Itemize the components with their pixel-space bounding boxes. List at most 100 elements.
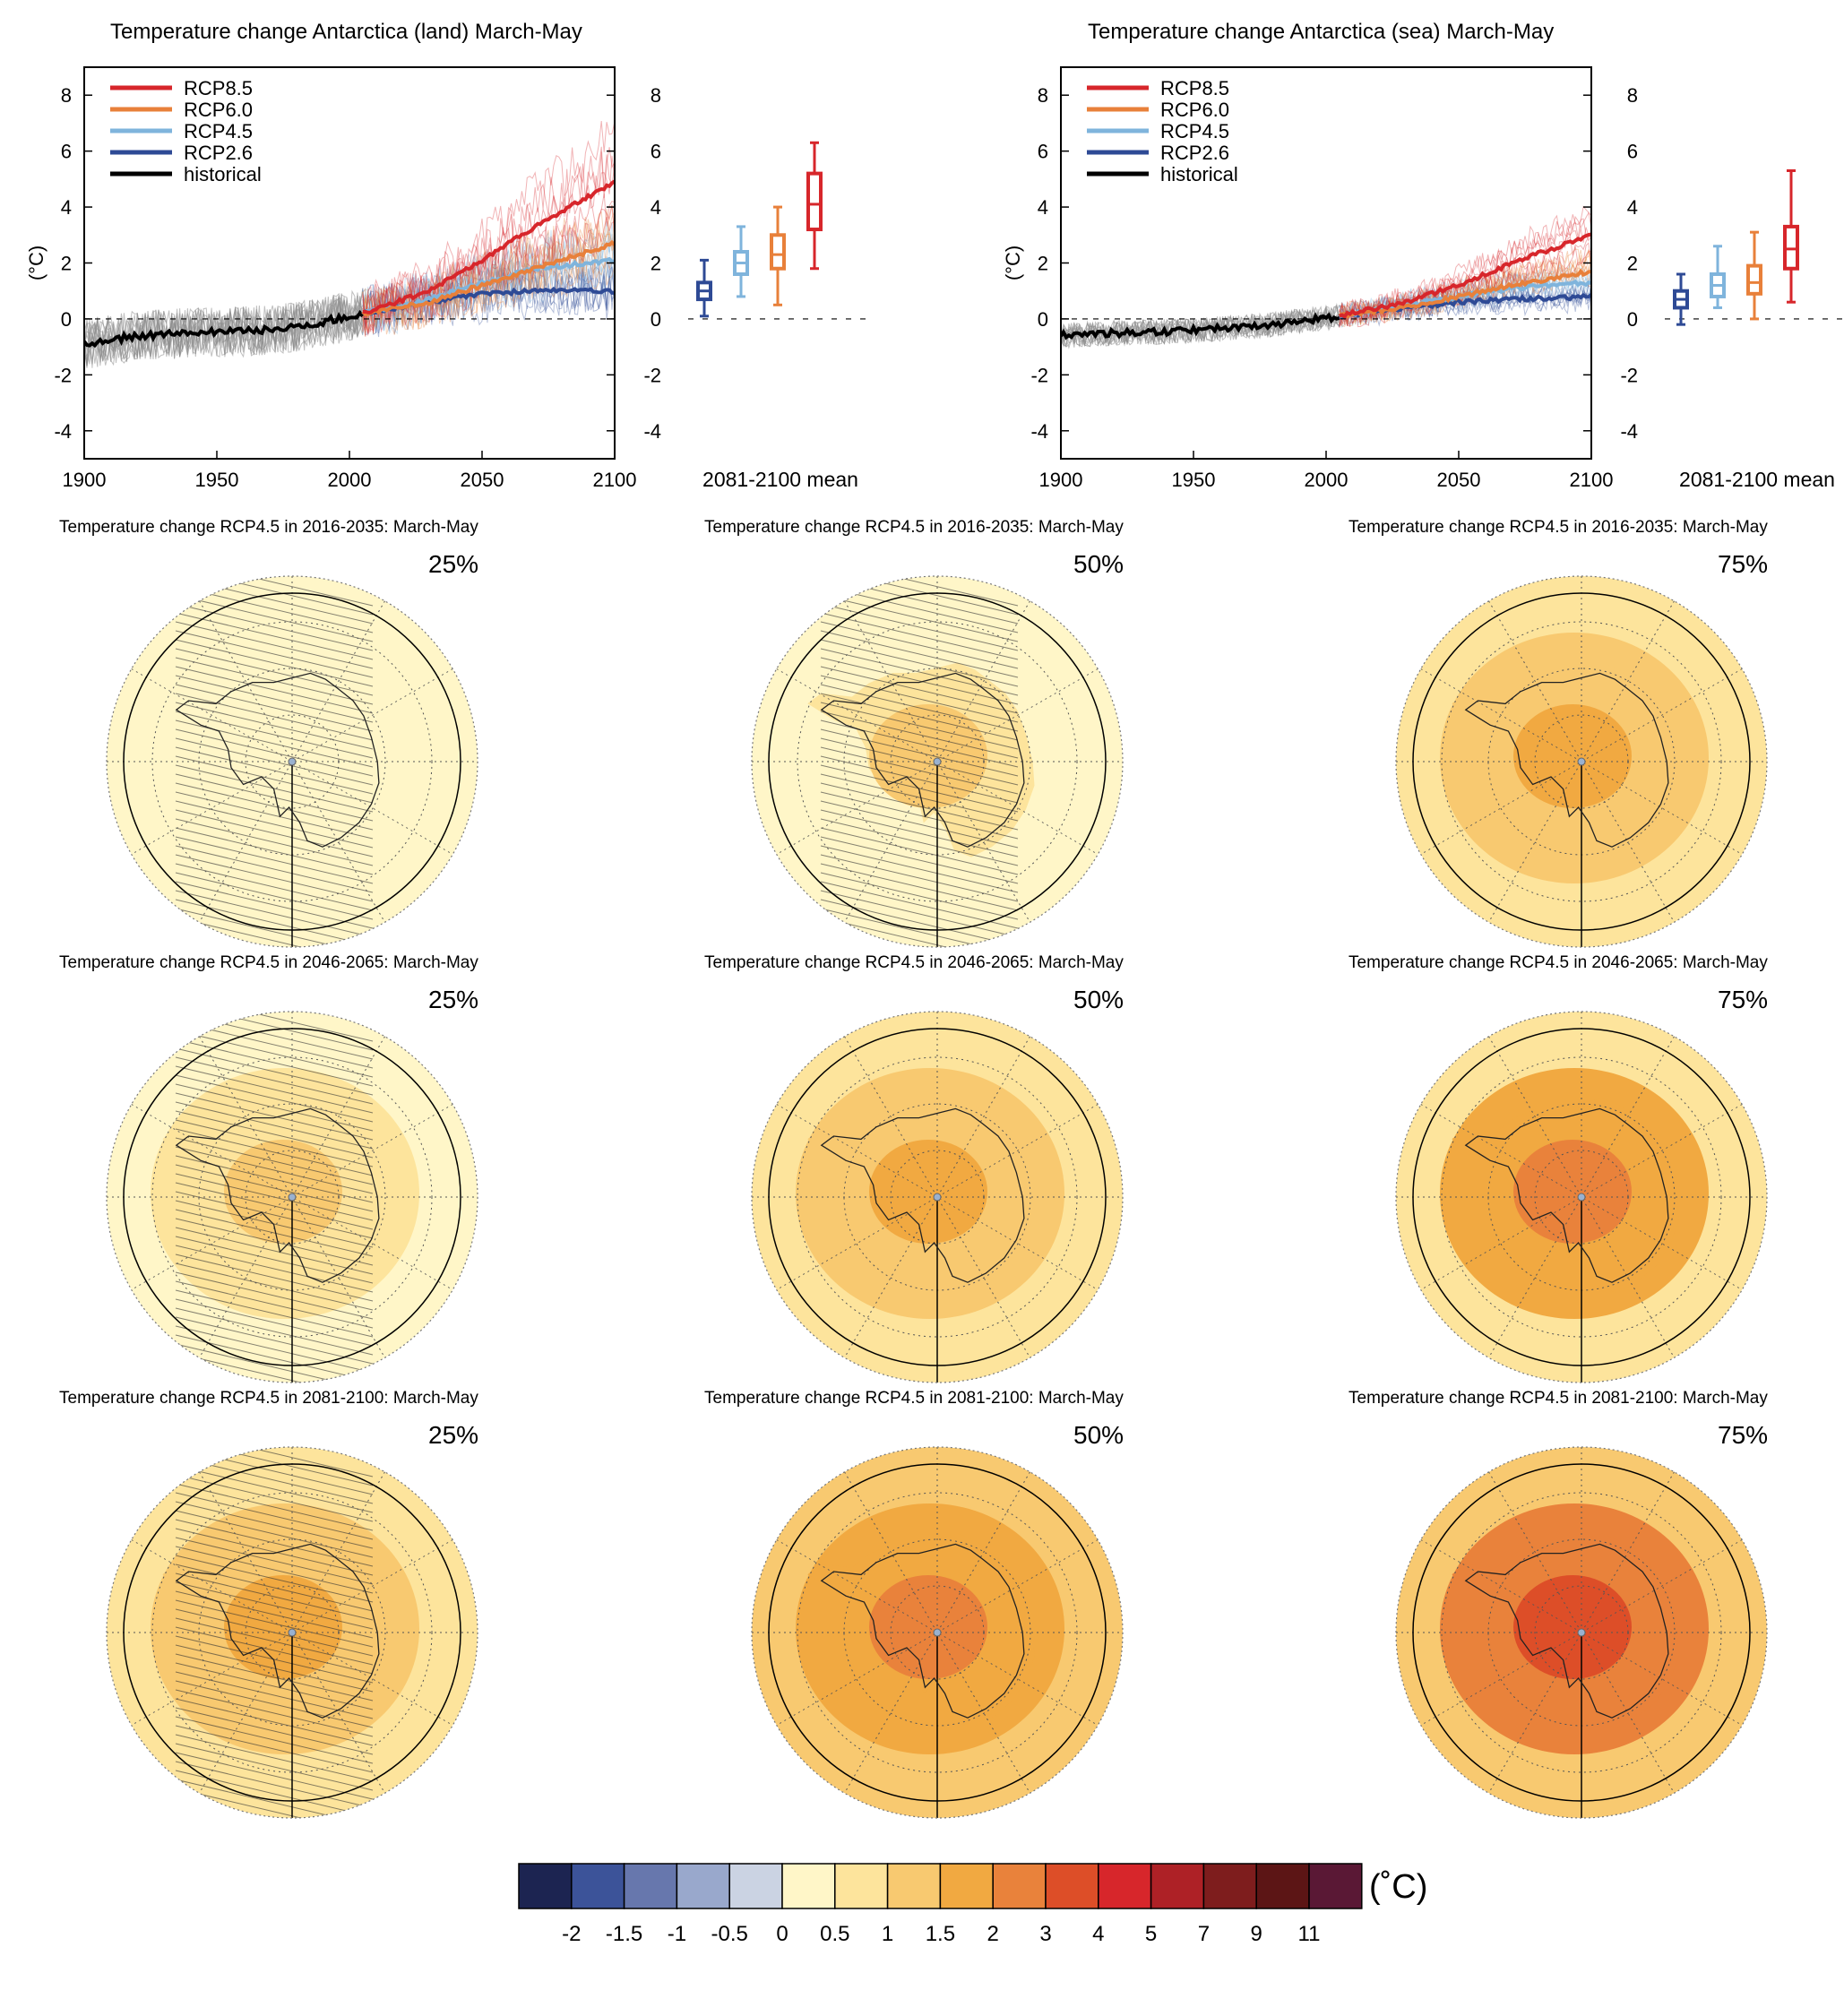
colorbar-swatch — [1308, 1863, 1363, 1909]
map-percentile: 50% — [1073, 986, 1124, 1013]
hatch-line — [175, 1626, 374, 1675]
map-outer-border — [1395, 1446, 1768, 1819]
colorbar-swatch — [1098, 1863, 1152, 1909]
hatch-line — [175, 881, 374, 929]
hatch-line — [820, 818, 1019, 866]
hatch-line — [175, 621, 374, 669]
latitude-circle — [797, 621, 1078, 902]
colorbar-swatch — [623, 1863, 678, 1909]
map-title: Temperature change RCP4.5 in 2046-2065: … — [59, 953, 478, 972]
map-percentile: 25% — [428, 986, 479, 1013]
hatch-line — [175, 746, 374, 795]
projection-ensemble-line — [362, 241, 615, 335]
hatch-line — [820, 755, 1019, 804]
y-tick-label-left: 0 — [1038, 308, 1048, 331]
hatch-line — [175, 890, 374, 938]
y-tick-label-left: 8 — [61, 84, 72, 107]
hatch-line — [175, 1209, 374, 1257]
x-tick-label: 1900 — [1039, 469, 1083, 491]
hatch-line — [175, 1528, 374, 1576]
legend-label: RCP6.0 — [1160, 99, 1229, 121]
south-pole-marker — [933, 1628, 942, 1637]
hatch-line — [175, 630, 374, 678]
hatch-line — [175, 1182, 374, 1230]
hatch-line — [175, 711, 374, 759]
map-percentile: 25% — [428, 1421, 479, 1449]
hatch-line — [175, 1572, 374, 1621]
hatch-line — [820, 639, 1019, 687]
map-percentile: 50% — [1073, 1421, 1124, 1449]
hatch-line — [175, 1564, 374, 1612]
y-tick-label-right: 2 — [1627, 253, 1638, 275]
legend-label: RCP2.6 — [1160, 142, 1229, 164]
hatch-line — [820, 908, 1019, 947]
polar-map — [751, 1446, 1124, 1819]
map-panel-2046-75: Temperature change RCP4.5 in 2046-2065: … — [1349, 953, 1844, 1383]
legend-label: RCP4.5 — [1160, 120, 1229, 142]
hatch-line — [175, 693, 374, 741]
hatch-line — [175, 1030, 374, 1078]
colorbar: -2 -1.5 -1 -0.5 0 0.5 1 1.5 2 3 4 5 7 9 11 — [518, 1863, 1363, 1946]
hatch-line — [820, 881, 1019, 929]
projection-ensemble-line — [362, 261, 615, 333]
legend-label: RCP4.5 — [184, 120, 253, 142]
hatch-line — [175, 845, 374, 893]
historical-ensemble-line — [1061, 309, 1340, 348]
legend-label: RCP6.0 — [184, 99, 253, 121]
colorbar-swatch — [1045, 1863, 1099, 1909]
hatch-line — [175, 818, 374, 866]
colorbar-swatch — [939, 1863, 994, 1909]
map-outer-border — [106, 1011, 478, 1383]
timeseries-sea-chart: 8 8 6 6 4 4 2 2 0 0 -2 -2 -4 -4 1900 1950 2000 2050 2100 (°… — [1002, 66, 1844, 491]
hatch-line — [175, 1501, 374, 1549]
hatch-line — [175, 1752, 374, 1800]
hatch-line — [175, 1218, 374, 1266]
boxplot-rcp85 — [806, 141, 823, 271]
box-body — [1746, 263, 1762, 296]
legend-label: historical — [1160, 163, 1238, 185]
boxplot-rcp26 — [696, 258, 712, 318]
y-tick-label-right: 4 — [1627, 196, 1638, 219]
hatch-line — [820, 657, 1019, 705]
hatch-line — [175, 1146, 374, 1194]
timeseries-land-panel: Temperature change Antarctica (land) Mar… — [0, 0, 914, 511]
hatch-line — [175, 1164, 374, 1212]
antarctica-coastline — [820, 672, 1025, 848]
hatch-line — [175, 1325, 374, 1374]
box-label: 2081-2100 mean — [1679, 468, 1835, 491]
hatch-line — [175, 594, 374, 642]
box-body — [806, 171, 823, 232]
map-title: Temperature change RCP4.5 in 2081-2100: … — [1349, 1389, 1768, 1408]
y-tick-label-left: -2 — [54, 364, 72, 386]
boxplot-rcp45 — [733, 225, 749, 298]
hatch-line — [820, 576, 1019, 616]
legend-label: RCP8.5 — [184, 77, 253, 99]
hatch-line — [820, 675, 1019, 723]
x-tick-label: 1900 — [63, 469, 107, 491]
map-panel-2081-50: Temperature change RCP4.5 in 2081-2100: … — [704, 1389, 1296, 1819]
hatch-line — [175, 1316, 374, 1365]
hatch-line — [175, 1546, 374, 1594]
y-tick-label-right: 4 — [651, 196, 661, 219]
hatch-line — [175, 1555, 374, 1603]
hatch-line — [175, 1110, 374, 1159]
hatch-line — [175, 908, 374, 947]
hatch-line — [175, 675, 374, 723]
hatch-line — [175, 1074, 374, 1123]
hatch-line — [820, 764, 1019, 813]
hatch-line — [175, 1012, 374, 1042]
latitude-circle — [797, 1056, 1078, 1338]
colorbar-tick-label: 0.5 — [820, 1922, 849, 1946]
hatch-line — [175, 1510, 374, 1558]
hatch-line — [175, 1262, 374, 1311]
hatch-line — [175, 1083, 374, 1132]
hatch-line — [820, 711, 1019, 759]
hatch-line — [175, 1254, 374, 1302]
hatch-line — [175, 809, 374, 857]
hatch-line — [175, 1483, 374, 1531]
hatch-line — [820, 782, 1019, 831]
south-pole-marker — [288, 757, 297, 766]
latitude-circle — [151, 1056, 433, 1338]
hatch-line — [175, 1137, 374, 1185]
hatch-line — [175, 872, 374, 920]
